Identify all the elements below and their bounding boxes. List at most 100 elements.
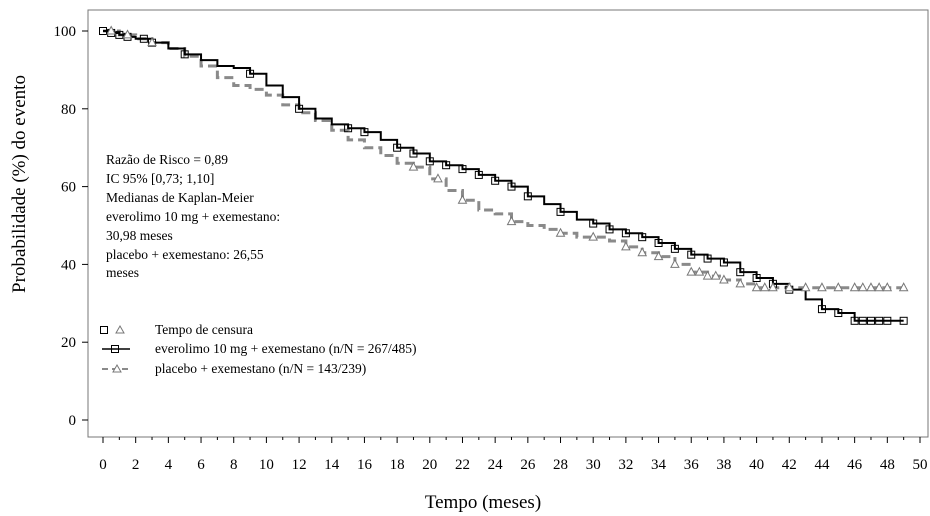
censor-square	[360, 128, 369, 137]
censor-square	[875, 316, 884, 325]
x-tick-label: 8	[230, 457, 238, 473]
censor-triangle	[653, 251, 664, 261]
legend-censor-label: Tempo de censura	[155, 322, 253, 337]
x-tick-label: 0	[99, 457, 107, 473]
legend-censor-triangle-marker	[115, 324, 125, 334]
x-tick-label: 42	[782, 457, 797, 473]
censor-square	[344, 124, 353, 133]
censor-triangle	[866, 282, 876, 292]
censor-triangle	[710, 270, 721, 280]
x-tick-label: 2	[132, 457, 140, 473]
censor-triangle	[122, 29, 133, 39]
stats-line: 30,98 meses	[106, 228, 173, 243]
censor-triangle	[857, 282, 868, 292]
x-tick-label: 46	[847, 457, 863, 473]
legend-marker-everolimo	[111, 345, 119, 353]
x-tick-label: 38	[716, 457, 731, 473]
censor-triangle	[686, 266, 697, 276]
x-tick-label: 28	[553, 457, 568, 473]
stats-line: placebo + exemestano: 26,55	[106, 247, 264, 262]
censor-square	[99, 27, 107, 35]
censor-square	[295, 104, 304, 113]
censor-triangle	[637, 247, 648, 257]
x-tick-label: 44	[814, 457, 830, 473]
censor-triangle	[588, 231, 599, 241]
x-tick-label: 16	[357, 457, 373, 473]
censor-square	[474, 170, 483, 179]
censor-square	[866, 316, 875, 325]
censor-triangle	[784, 282, 795, 292]
legend-label-everolimo: everolimo 10 mg + exemestano (n/N = 267/…	[155, 341, 417, 356]
censor-square	[556, 207, 565, 216]
censor-triangle	[751, 282, 762, 292]
x-tick-label: 22	[455, 457, 470, 473]
censor-triangle	[555, 227, 566, 237]
legend-censor-square-marker	[100, 326, 108, 334]
censor-square	[139, 34, 148, 43]
censor-square	[719, 258, 728, 267]
stats-line: meses	[106, 265, 139, 280]
censor-triangle	[433, 173, 443, 183]
censor-triangle	[106, 25, 117, 35]
censor-triangle	[408, 161, 419, 171]
censor-triangle	[874, 282, 884, 292]
curves	[103, 29, 904, 322]
censor-triangle	[882, 282, 893, 292]
y-tick-label: 40	[61, 257, 76, 273]
x-tick-label: 24	[488, 457, 504, 473]
x-tick-label: 14	[324, 457, 340, 473]
censor-square	[589, 219, 598, 228]
censor-square	[523, 192, 532, 201]
censor-triangle	[849, 282, 860, 292]
stats-line: everolimo 10 mg + exemestano:	[106, 209, 280, 224]
censor-square	[752, 274, 761, 283]
y-tick-label: 60	[61, 180, 76, 196]
censor-triangle	[702, 270, 713, 280]
curve-everolimo	[103, 30, 904, 322]
censor-square	[458, 165, 467, 174]
censor-marks	[99, 25, 909, 325]
censor-triangle	[670, 258, 680, 268]
censor-square	[687, 250, 696, 259]
x-tick-label: 34	[651, 457, 667, 473]
censor-triangle	[898, 282, 909, 292]
censor-square	[115, 30, 124, 39]
x-axis-title: Tempo (meses)	[425, 492, 541, 513]
censor-square	[670, 244, 679, 253]
censor-square	[850, 316, 859, 325]
legend: Tempo de censura everolimo 10 mg + exeme…	[100, 322, 417, 376]
censor-square	[858, 316, 867, 325]
censor-triangle	[800, 282, 811, 292]
censor-triangle	[506, 216, 517, 226]
censor-square	[180, 50, 189, 59]
censor-square	[425, 157, 434, 166]
x-tick-label: 40	[749, 457, 764, 473]
censor-square	[654, 239, 663, 248]
y-tick-label: 20	[61, 335, 76, 351]
censor-square	[246, 69, 255, 78]
censor-triangle	[833, 282, 844, 292]
y-tick-label: 100	[54, 24, 77, 40]
censor-square	[393, 143, 402, 152]
censor-square	[899, 316, 908, 325]
censor-triangle	[768, 282, 778, 292]
x-tick-label: 50	[913, 457, 928, 473]
censor-square	[442, 161, 451, 170]
censor-triangle	[147, 37, 157, 47]
censor-triangle	[719, 274, 729, 284]
y-tick-label: 80	[61, 102, 76, 118]
stats-box: Razão de Risco = 0,89 IC 95% [0,73; 1,10…	[106, 152, 280, 280]
censor-square	[817, 305, 826, 314]
censor-square	[638, 233, 647, 242]
censor-square	[507, 182, 516, 191]
stats-line: Medianas de Kaplan-Meier	[106, 190, 254, 205]
x-tick-label: 48	[880, 457, 895, 473]
x-tick-label: 20	[422, 457, 437, 473]
censor-square	[605, 225, 614, 234]
censor-triangle	[735, 278, 746, 288]
x-tick-label: 26	[520, 457, 536, 473]
censor-square	[491, 176, 500, 185]
legend-label-placebo: placebo + exemestano (n/N = 143/239)	[155, 361, 366, 376]
censor-square	[834, 309, 843, 318]
stats-line: Razão de Risco = 0,89	[106, 152, 228, 167]
